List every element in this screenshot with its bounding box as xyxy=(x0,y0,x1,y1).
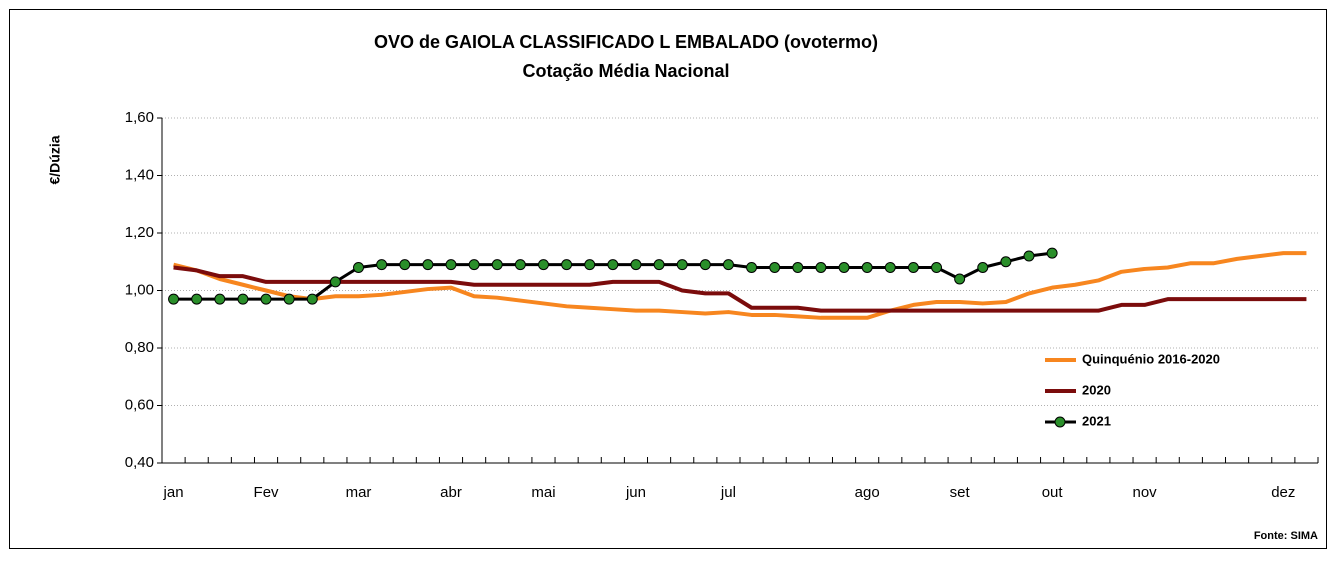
y-tick-label: 1,40 xyxy=(125,166,154,183)
y-tick-label: 0,60 xyxy=(125,396,154,413)
x-tick-label: abr xyxy=(440,484,462,501)
series-marker xyxy=(191,293,203,305)
y-tick-label: 1,20 xyxy=(125,224,154,241)
series-marker xyxy=(746,262,758,273)
series-marker xyxy=(722,259,734,271)
series-marker xyxy=(283,293,295,305)
x-tick-label: mai xyxy=(531,484,555,501)
series-marker xyxy=(514,259,526,271)
chart-title: OVO de GAIOLA CLASSIFICADO L EMBALADO (o… xyxy=(374,32,878,52)
series-marker xyxy=(861,262,873,273)
series-marker xyxy=(792,262,804,273)
series-marker xyxy=(838,262,850,273)
series-marker xyxy=(1046,247,1058,259)
series-marker xyxy=(584,259,596,271)
y-tick-label: 0,40 xyxy=(125,454,154,471)
series-marker xyxy=(399,259,411,271)
series-marker xyxy=(353,262,365,273)
legend-label: Quinquénio 2016-2020 xyxy=(1082,351,1220,366)
series-marker xyxy=(468,259,480,271)
series-marker xyxy=(931,262,943,273)
series-line xyxy=(173,265,1307,313)
y-tick-label: 1,00 xyxy=(125,281,154,298)
series-marker xyxy=(329,276,341,288)
series-marker xyxy=(237,293,249,305)
series-marker xyxy=(815,262,827,273)
source-note: Fonte: SIMA xyxy=(1254,530,1318,542)
series-marker xyxy=(907,262,919,273)
series-marker xyxy=(607,259,619,271)
series-marker xyxy=(306,293,318,305)
series-marker xyxy=(561,259,573,271)
x-tick-label: set xyxy=(950,484,971,501)
x-tick-label: mar xyxy=(346,484,372,501)
legend-label: 2020 xyxy=(1082,382,1111,397)
legend-marker xyxy=(1054,416,1066,428)
y-tick-label: 1,60 xyxy=(125,109,154,126)
series-marker xyxy=(445,259,457,271)
series-marker xyxy=(769,262,781,273)
series-marker xyxy=(1023,250,1035,262)
series-marker xyxy=(376,259,388,271)
series-marker xyxy=(1000,256,1012,268)
series-marker xyxy=(977,262,989,273)
series-marker xyxy=(954,273,966,285)
x-tick-label: jun xyxy=(625,484,646,501)
y-tick-label: 0,80 xyxy=(125,339,154,356)
legend-label: 2021 xyxy=(1082,413,1111,428)
x-tick-label: nov xyxy=(1133,484,1158,501)
series-marker xyxy=(537,259,549,271)
x-tick-label: out xyxy=(1042,484,1064,501)
x-tick-label: jul xyxy=(720,484,736,501)
series-marker xyxy=(168,293,180,305)
series-marker xyxy=(630,259,642,271)
series-marker xyxy=(491,259,503,271)
x-tick-label: ago xyxy=(855,484,880,501)
series-marker xyxy=(676,259,688,271)
series-line xyxy=(173,251,1307,320)
series-marker xyxy=(260,293,272,305)
series-marker xyxy=(214,293,226,305)
chart-frame xyxy=(9,9,1327,549)
series-marker xyxy=(699,259,711,271)
series-marker xyxy=(884,262,896,273)
x-tick-label: dez xyxy=(1271,484,1295,501)
x-tick-label: Fev xyxy=(254,484,280,501)
x-tick-label: jan xyxy=(163,484,184,501)
chart-subtitle: Cotação Média Nacional xyxy=(522,61,729,81)
series-marker xyxy=(653,259,665,271)
y-axis-label: €/Dúzia xyxy=(47,135,63,184)
series-marker xyxy=(422,259,434,271)
